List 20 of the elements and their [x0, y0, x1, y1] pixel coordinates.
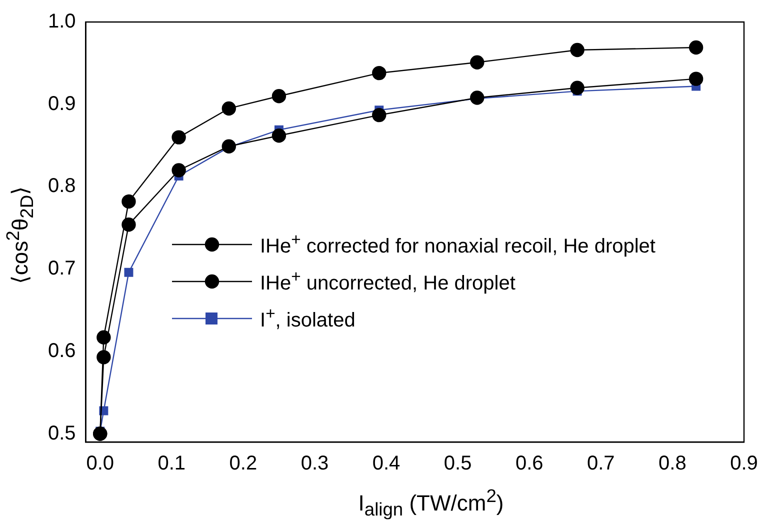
y-tick-label: 0.6 — [48, 340, 76, 362]
x-tick-label: 0.3 — [300, 452, 329, 475]
legend-label: IHe$^{+}$ uncorrected, He droplet — [260, 267, 516, 296]
x-tick-label: 0.4 — [372, 452, 400, 475]
y-tick-label: 0.8 — [48, 175, 76, 198]
legend-label: I$^{+}$, isolated — [260, 304, 356, 333]
x-tick-label: 0.5 — [444, 452, 472, 475]
y-tick-label: 0.5 — [48, 422, 76, 444]
legend-label: IHe$^{+}$ corrected for nonaxial recoil, He droplet — [260, 230, 656, 259]
x-tick-label: 0.9 — [730, 452, 758, 475]
x-tick-label: 0.1 — [158, 452, 186, 475]
y-tick-label: 1.0 — [48, 10, 76, 33]
x-axis-title: I$_{align}$ (TW/cm$^{2}$) — [357, 485, 505, 521]
x-tick-label: 0.8 — [658, 452, 686, 475]
x-tick-label: 0.6 — [515, 452, 544, 475]
y-tick-label: 0.7 — [48, 258, 76, 280]
x-tick-label: 0.7 — [587, 452, 615, 475]
x-tick-label: 0.0 — [86, 452, 114, 475]
x-tick-label: 0.2 — [229, 452, 258, 475]
y-tick-label: 0.9 — [48, 92, 76, 115]
